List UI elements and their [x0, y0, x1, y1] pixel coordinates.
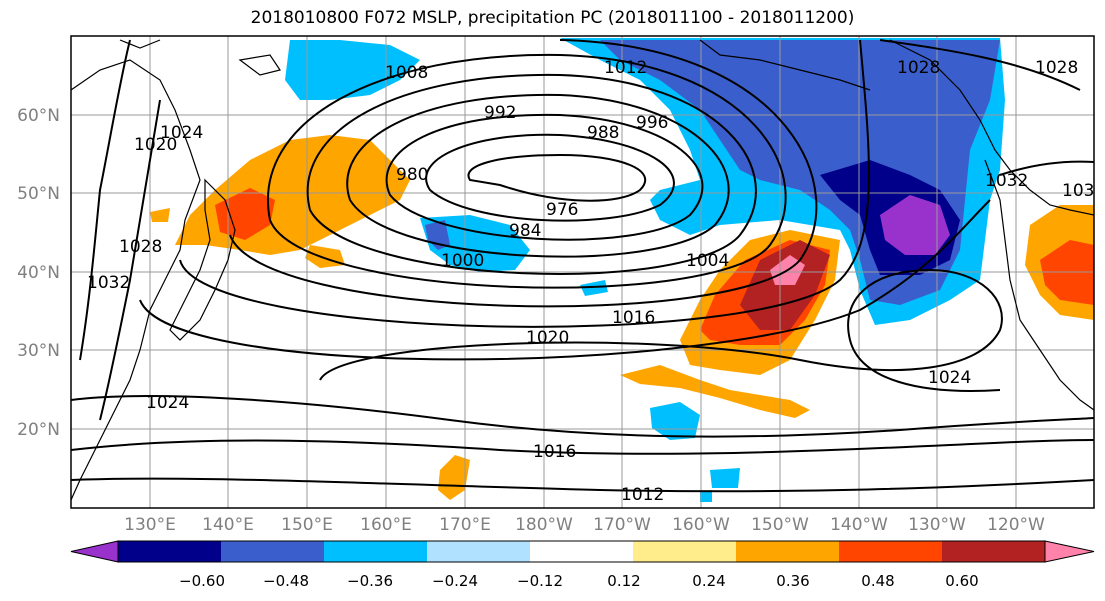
isobar-label: 1012	[604, 58, 647, 78]
isobar-label: 984	[509, 221, 541, 241]
lat-label: 60°N	[17, 106, 60, 126]
isobar-label: 1024	[146, 393, 189, 413]
colorbar-swatch	[633, 541, 737, 562]
colorbar-tick: −0.48	[263, 572, 309, 590]
lon-label: 120°W	[987, 515, 1045, 535]
lat-label: 30°N	[17, 341, 60, 361]
lat-label: 20°N	[17, 420, 60, 440]
isobar-label: 1000	[441, 251, 484, 271]
isobar-label: 1032	[985, 171, 1028, 191]
coastlines	[71, 39, 1094, 501]
colorbar-ticks: −0.60 −0.48 −0.36 −0.24 −0.12 0.12 0.24 …	[179, 572, 979, 590]
colorbar-swatch	[118, 541, 222, 562]
map-title: 2018010800 F072 MSLP, precipitation PC (…	[250, 8, 855, 28]
longitude-labels: 130°E 140°E 150°E 160°E 170°E 180°W 170°…	[124, 515, 1045, 535]
isobar-label: 1008	[385, 63, 428, 83]
colorbar-frame	[117, 540, 1046, 563]
lon-label: 150°E	[281, 515, 333, 535]
lon-label: 180°W	[515, 515, 573, 535]
isobar-label: 1024	[928, 368, 971, 388]
colorbar-segments	[70, 540, 1095, 563]
isobar-label: 1032	[87, 273, 130, 293]
isobar-label: 1016	[533, 442, 576, 462]
colorbar-swatch	[530, 541, 634, 562]
lon-label: 170°W	[593, 515, 651, 535]
colorbar-swatch	[942, 541, 1046, 562]
isobar-label: 996	[636, 113, 668, 133]
isobar-label: 1020	[526, 328, 569, 348]
colorbar: −0.60 −0.48 −0.36 −0.24 −0.12 0.12 0.24 …	[70, 540, 1095, 590]
isobar-label: 1028	[119, 237, 162, 257]
lon-label: 140°W	[830, 515, 888, 535]
colorbar-tick: −0.12	[517, 572, 563, 590]
isobar-label: 1028	[897, 58, 940, 78]
lon-label: 170°E	[439, 515, 491, 535]
latitude-labels: 60°N 50°N 40°N 30°N 20°N	[17, 106, 60, 440]
lon-label: 160°W	[672, 515, 730, 535]
lat-label: 50°N	[17, 184, 60, 204]
isobar-label: 1028	[1035, 58, 1078, 78]
lat-label: 40°N	[17, 263, 60, 283]
colorbar-swatch	[324, 541, 428, 562]
isobar-label: 103	[1062, 181, 1094, 201]
map-content: 1008 1012 1028 1028 992 996 988 980 976 …	[71, 36, 1094, 508]
colorbar-tick: 0.48	[861, 572, 894, 590]
lon-label: 130°W	[908, 515, 966, 535]
colorbar-tick: 0.60	[945, 572, 978, 590]
colorbar-tick: 0.36	[776, 572, 809, 590]
colorbar-swatch	[839, 541, 943, 562]
colorbar-swatch	[427, 541, 531, 562]
map-frame	[70, 35, 1095, 509]
isobar-label: 1020	[134, 135, 177, 155]
isobar-label: 1016	[612, 308, 655, 328]
colorbar-extend-high	[1044, 540, 1095, 563]
isobar-label: 976	[546, 200, 578, 220]
colorbar-tick: 0.24	[692, 572, 725, 590]
colorbar-extend-low	[70, 540, 119, 563]
colorbar-swatch	[221, 541, 325, 562]
isobars	[71, 39, 1094, 493]
isobar-label: 980	[396, 165, 428, 185]
isobar-label: 988	[587, 123, 619, 143]
isobar-labels: 1008 1012 1028 1028 992 996 988 980 976 …	[87, 58, 1094, 505]
isobar-label: 1012	[621, 485, 664, 505]
colorbar-tick: −0.36	[347, 572, 393, 590]
lon-label: 160°E	[360, 515, 412, 535]
colorbar-tick: 0.12	[607, 572, 640, 590]
colorbar-tick: −0.60	[179, 572, 225, 590]
isobar-label: 992	[484, 103, 516, 123]
lon-label: 140°E	[202, 515, 254, 535]
lon-label: 130°E	[124, 515, 176, 535]
isobar-label: 1024	[160, 123, 203, 143]
lon-label: 150°W	[751, 515, 809, 535]
colorbar-swatch	[736, 541, 840, 562]
colorbar-tick: −0.24	[432, 572, 478, 590]
isobar-label: 1004	[686, 251, 729, 271]
